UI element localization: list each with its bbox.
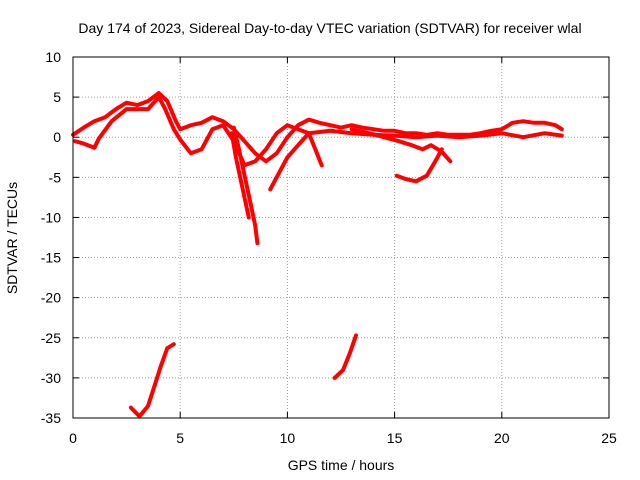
y-tick-labels: 10 5 0 -5 -10 -15 -20 -25 -30 -35 — [41, 49, 61, 426]
y-tick-label: -30 — [41, 370, 61, 386]
y-tick-label: 10 — [45, 49, 61, 65]
y-tick-label: -5 — [49, 169, 62, 185]
axis-ticks — [72, 56, 610, 419]
x-tick-label: 20 — [494, 430, 510, 446]
plot-frame — [72, 56, 610, 419]
series-dip-16h — [394, 147, 444, 184]
x-axis-label: GPS time / hours — [288, 457, 395, 473]
series-recovery-9h — [268, 131, 324, 192]
series-dip-8h — [231, 125, 260, 246]
series-main-upper — [71, 91, 564, 164]
x-tick-label: 15 — [387, 430, 403, 446]
x-tick-labels: 0 5 10 15 20 25 — [69, 430, 617, 446]
series-dip-8h-b — [229, 131, 251, 220]
y-tick-label: -15 — [41, 250, 61, 266]
x-tick-label: 10 — [280, 430, 296, 446]
y-axis-label: SDTVAR / TECUs — [4, 182, 20, 294]
data-traces — [71, 91, 564, 419]
series-low-12h — [332, 333, 358, 380]
chart-title: Day 174 of 2023, Sidereal Day-to-day VTE… — [78, 20, 581, 36]
y-tick-label: 5 — [53, 89, 61, 105]
y-tick-label: 0 — [53, 129, 61, 145]
y-tick-label: -25 — [41, 330, 61, 346]
y-tick-label: -10 — [41, 209, 61, 225]
y-tick-label: -35 — [41, 410, 61, 426]
x-tick-label: 5 — [176, 430, 184, 446]
grid-lines — [73, 57, 609, 418]
x-tick-label: 25 — [601, 430, 617, 446]
x-tick-label: 0 — [69, 430, 77, 446]
series-branch-13h — [349, 127, 453, 164]
series-low-3h — [128, 342, 176, 419]
y-tick-label: -20 — [41, 290, 61, 306]
series-main-lower — [73, 95, 564, 168]
